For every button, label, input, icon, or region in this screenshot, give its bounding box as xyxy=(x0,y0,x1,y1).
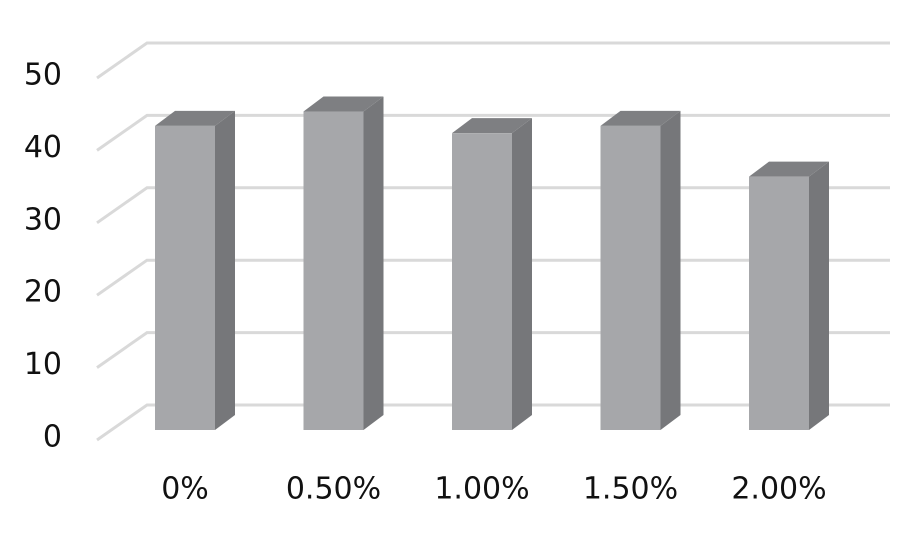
bar-side xyxy=(660,110,681,431)
bar xyxy=(600,125,661,431)
bar-group xyxy=(600,110,681,431)
bar xyxy=(452,133,512,430)
bar xyxy=(749,176,809,430)
bar-top xyxy=(452,118,532,134)
y-tick-label: 30 xyxy=(24,202,62,237)
bar-side xyxy=(512,118,532,430)
x-tick-label: 1.50% xyxy=(583,472,678,507)
bar-group xyxy=(303,96,384,430)
bar-group xyxy=(452,118,532,430)
x-tick-label: 1.00% xyxy=(434,472,529,507)
grid-line xyxy=(96,41,890,80)
y-tick-label: 20 xyxy=(24,275,62,310)
x-tick-label: 0% xyxy=(161,472,209,507)
bar xyxy=(155,125,215,431)
bar xyxy=(303,111,364,430)
bar-top xyxy=(749,161,829,177)
y-tick-label: 50 xyxy=(24,58,62,93)
bar-side xyxy=(215,110,235,431)
bar-top xyxy=(155,110,235,126)
bar-group xyxy=(155,110,235,431)
x-tick-label: 2.00% xyxy=(731,472,826,507)
bar-side xyxy=(363,96,384,430)
bar-top xyxy=(303,96,384,112)
x-tick-label: 0.50% xyxy=(286,472,381,507)
y-tick-label: 0 xyxy=(43,420,62,455)
y-tick-label: 10 xyxy=(24,347,62,382)
bar-group xyxy=(749,161,829,430)
bar-side xyxy=(809,161,829,430)
bar-top xyxy=(600,110,681,126)
y-tick-label: 40 xyxy=(24,130,62,165)
